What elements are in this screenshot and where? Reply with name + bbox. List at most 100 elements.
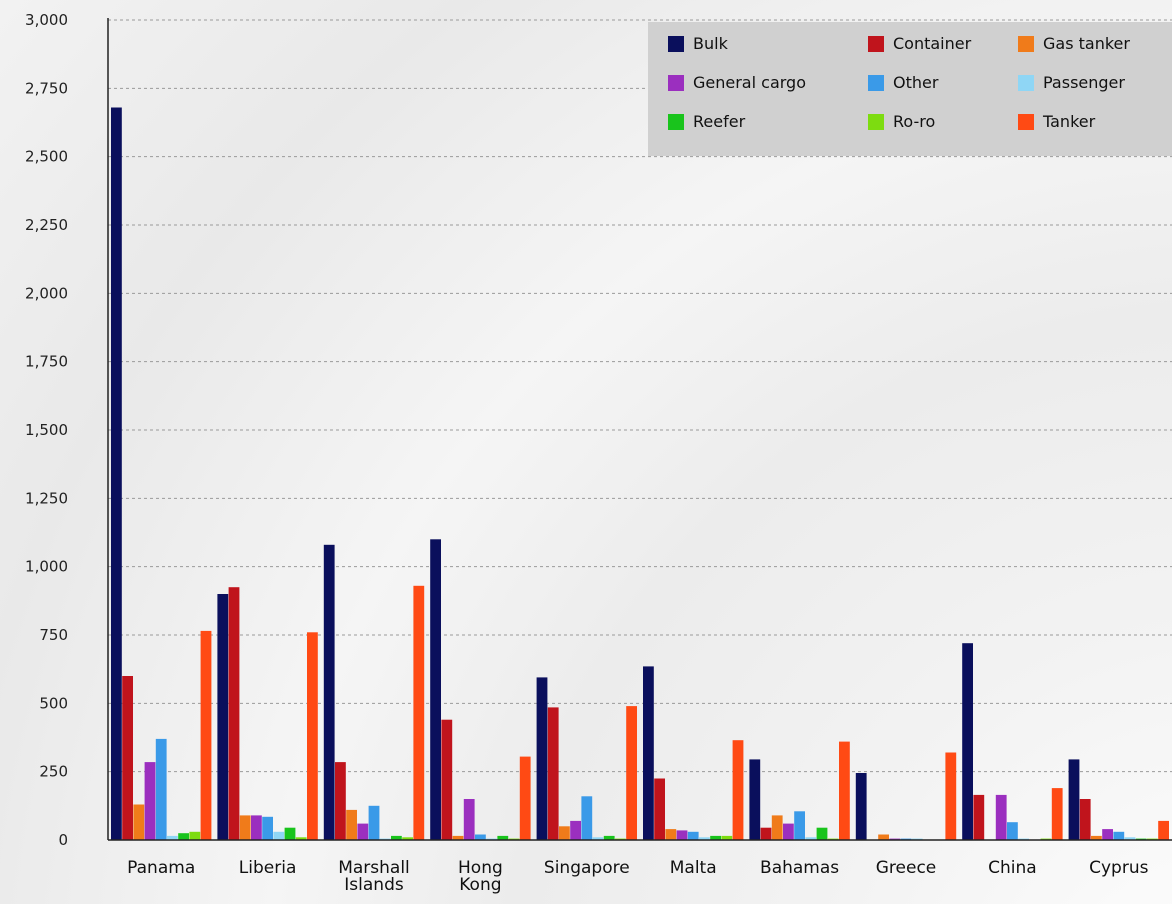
bar-general-cargo: [1102, 829, 1113, 840]
bar-tanker: [519, 756, 531, 840]
bar-gas-tanker: [1091, 835, 1102, 840]
bar-general-cargo: [357, 823, 369, 840]
legend-label: Bulk: [693, 34, 729, 53]
y-tick-label: 250: [39, 763, 68, 781]
bar-ro-ro: [402, 837, 413, 840]
x-tick-label: Malta: [670, 858, 717, 878]
bar-tanker: [945, 752, 957, 840]
bar-general-cargo: [144, 762, 156, 840]
legend-swatch: [1018, 75, 1034, 91]
x-axis: Panama Liberia Marshall Islands Hong Kong Sing…: [108, 839, 1172, 895]
bar-bulk: [536, 677, 548, 840]
bar-container: [1079, 799, 1091, 840]
bar-ro-ro: [295, 837, 307, 840]
legend-swatch: [868, 75, 884, 91]
bar-bulk: [749, 759, 761, 840]
bar-bulk: [855, 773, 867, 840]
y-tick-label: 2,000: [25, 284, 68, 302]
legend-box: [648, 22, 1172, 156]
bar-bulk: [217, 594, 229, 840]
bar-reefer: [497, 835, 509, 840]
legend-label: Reefer: [693, 112, 746, 131]
bar-container: [547, 707, 559, 840]
legend-swatch: [668, 36, 684, 52]
legend: Bulk Container Gas tanker General cargo Othe…: [648, 22, 1172, 156]
bar-reefer: [284, 827, 296, 840]
bar-other: [687, 831, 699, 840]
bar-general-cargo: [995, 794, 1007, 840]
bar-ro-ro: [189, 831, 201, 840]
bar-bulk: [111, 107, 122, 840]
legend-label: Ro-ro: [893, 112, 935, 131]
y-axis: 0 250 500 750 1,000 1,250 1,500 1,750 2,000 2,250…: [25, 11, 109, 849]
bar-tanker: [626, 706, 637, 840]
bar-gas-tanker: [878, 834, 889, 840]
bar-passenger: [167, 835, 178, 840]
legend-label: Other: [893, 73, 939, 92]
x-tick-label: Liberia: [239, 858, 297, 878]
bar-general-cargo: [570, 820, 581, 840]
bar-tanker: [1051, 788, 1063, 840]
bar-tanker: [732, 740, 744, 840]
bar-passenger: [699, 837, 710, 840]
legend-label: Passenger: [1043, 73, 1125, 92]
bar-general-cargo: [251, 815, 262, 840]
bar-reefer: [816, 827, 828, 840]
bar-other: [794, 811, 805, 840]
bar-gas-tanker: [133, 804, 145, 840]
bar-gas-tanker: [452, 835, 464, 840]
bar-container: [335, 762, 346, 840]
legend-label: General cargo: [693, 73, 806, 92]
bar-gas-tanker: [665, 829, 677, 840]
legend-label: Tanker: [1042, 112, 1096, 131]
bar-bulk: [323, 544, 335, 840]
y-tick-label: 2,500: [25, 148, 68, 166]
y-tick-label: 1,750: [25, 353, 68, 371]
bar-other: [475, 834, 486, 840]
bar-other: [368, 805, 380, 840]
bar-other: [262, 816, 273, 840]
bar-tanker: [839, 741, 850, 840]
bar-other: [1113, 831, 1125, 840]
bar-reefer: [178, 833, 189, 840]
bar-reefer: [710, 835, 721, 840]
bar-bulk: [643, 666, 654, 840]
bar-gas-tanker: [346, 809, 357, 840]
y-tick-label: 750: [39, 626, 68, 644]
bar-other: [581, 796, 593, 840]
bar-passenger: [592, 837, 604, 840]
bar-container: [228, 587, 240, 840]
x-tick-label: Cyprus: [1089, 858, 1148, 878]
y-tick-label: 500: [39, 694, 68, 712]
bar-ro-ro: [721, 835, 733, 840]
bar-gas-tanker: [559, 826, 570, 840]
legend-label: Gas tanker: [1043, 34, 1130, 53]
y-tick-label: 2,750: [25, 79, 68, 97]
x-tick-label: Greece: [876, 858, 937, 878]
bar-container: [654, 778, 665, 840]
bar-container: [441, 719, 453, 840]
bar-gas-tanker: [771, 815, 783, 840]
bar-tanker: [1158, 820, 1169, 840]
legend-swatch: [1018, 36, 1034, 52]
y-tick-label: 3,000: [25, 11, 68, 29]
legend-swatch: [868, 114, 884, 130]
y-tick-label: 1,000: [25, 558, 68, 576]
bars: [111, 107, 1169, 840]
bar-bulk: [430, 539, 441, 840]
bar-other: [1007, 822, 1018, 840]
x-tick-label: Panama: [127, 858, 195, 878]
y-tick-label: 2,250: [25, 216, 68, 234]
bar-tanker: [307, 632, 318, 840]
bar-passenger: [273, 831, 285, 840]
x-tick-label: Bahamas: [760, 858, 839, 878]
bar-reefer: [603, 835, 615, 840]
bar-tanker: [413, 585, 425, 840]
bar-container: [973, 794, 985, 840]
bar-gas-tanker: [239, 815, 251, 840]
x-tick-label: Singapore: [544, 858, 630, 878]
bar-bulk: [1068, 759, 1080, 840]
legend-swatch: [668, 75, 684, 91]
bar-tanker: [200, 630, 212, 840]
